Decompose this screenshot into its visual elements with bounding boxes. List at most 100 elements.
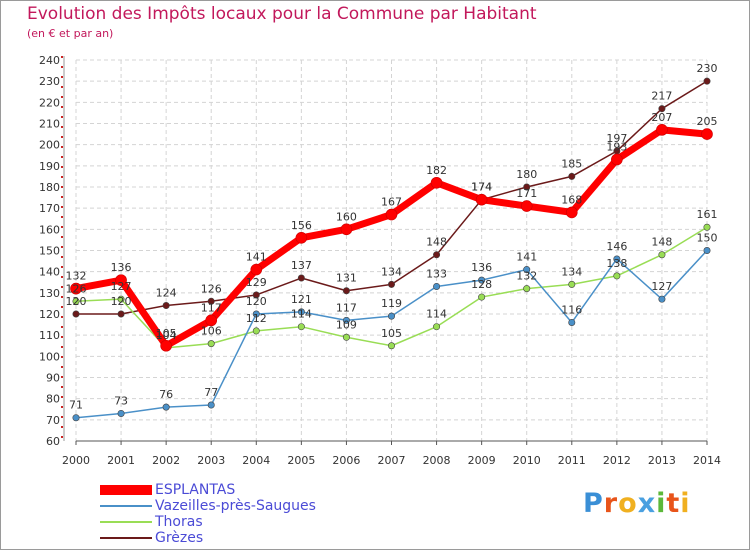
data-label: 117 <box>201 301 222 314</box>
data-label: 106 <box>201 325 222 338</box>
data-label: 161 <box>697 208 718 221</box>
data-label: 124 <box>156 287 177 300</box>
data-point <box>475 193 488 206</box>
data-point <box>72 414 80 422</box>
data-point <box>72 310 80 318</box>
data-point <box>72 297 80 305</box>
data-point <box>387 280 395 288</box>
y-tick-label: 230 <box>39 75 60 88</box>
data-point <box>297 323 305 331</box>
chart-subtitle: (en € et par an) <box>27 27 114 40</box>
y-tick-label: 70 <box>46 414 60 427</box>
data-label: 121 <box>291 293 312 306</box>
y-tick-labels: 60 70 80 90 100 110 120 130 140 150 160 170 180 190 20… <box>39 54 60 448</box>
x-tick-label: 2012 <box>603 454 631 467</box>
data-label: 127 <box>111 280 132 293</box>
legend-swatch <box>100 505 152 507</box>
data-label: 180 <box>516 168 537 181</box>
data-point <box>160 339 172 352</box>
logo-letter: i <box>680 488 691 519</box>
data-label: 112 <box>246 312 267 325</box>
data-label: 230 <box>697 62 718 75</box>
data-label: 126 <box>66 282 87 295</box>
data-point <box>207 297 215 305</box>
data-point <box>430 176 443 189</box>
data-label: 141 <box>516 251 537 264</box>
x-tick-label: 2000 <box>62 454 90 467</box>
data-label: 119 <box>381 297 402 310</box>
legend-swatch <box>100 537 152 539</box>
data-label: 133 <box>426 267 447 280</box>
x-tick-label: 2005 <box>287 454 315 467</box>
data-point <box>433 282 441 290</box>
data-point <box>656 124 668 136</box>
data-point <box>297 308 305 316</box>
data-label: 114 <box>426 308 447 321</box>
data-point <box>703 247 711 255</box>
data-point <box>207 401 215 409</box>
data-label: 150 <box>697 232 718 245</box>
data-label: 132 <box>516 270 537 283</box>
data-point <box>342 316 350 324</box>
data-label: 207 <box>651 111 672 124</box>
data-label: 134 <box>561 265 582 278</box>
data-point <box>252 327 260 335</box>
data-label: 116 <box>561 303 582 316</box>
data-label: 109 <box>336 318 357 331</box>
data-label: 138 <box>606 257 627 270</box>
logo-letter: x <box>637 488 657 519</box>
x-tick-label: 2003 <box>197 454 225 467</box>
y-tick-label: 140 <box>39 266 60 279</box>
logo-letter: o <box>618 488 638 519</box>
y-tick-label: 90 <box>46 372 60 385</box>
data-point <box>115 274 127 286</box>
logo-letter: t <box>666 488 681 519</box>
data-point <box>295 232 308 244</box>
x-tick-label: 2008 <box>423 454 451 467</box>
data-label: 134 <box>381 265 402 278</box>
data-label: 182 <box>426 164 447 177</box>
legend-label-esplantas: ESPLANTAS <box>155 482 236 498</box>
data-point <box>520 200 533 212</box>
data-point <box>117 409 125 417</box>
data-point <box>117 295 125 303</box>
data-point <box>613 272 621 280</box>
y-tick-label: 170 <box>39 202 60 215</box>
x-tick-label: 2006 <box>332 454 360 467</box>
data-label: 160 <box>336 210 357 223</box>
data-point <box>568 280 576 288</box>
x-tick-label: 2001 <box>107 454 135 467</box>
data-point <box>523 183 531 191</box>
data-point <box>523 266 531 274</box>
data-point <box>162 302 170 310</box>
data-label: 174 <box>471 181 492 194</box>
data-label: 120 <box>111 295 132 308</box>
data-label: 77 <box>204 386 218 399</box>
data-point <box>297 274 305 282</box>
data-label: 156 <box>291 219 312 232</box>
y-tick-label: 120 <box>39 308 60 321</box>
x-tick-labels: 2000 2001 2002 2003 2004 2005 2006 2007 2008 2009… <box>62 454 721 467</box>
x-tick-label: 2007 <box>378 454 406 467</box>
y-tick-label: 110 <box>39 329 60 342</box>
data-label: 132 <box>66 270 87 283</box>
data-point <box>658 251 666 259</box>
data-label: 117 <box>336 301 357 314</box>
y-tick-label: 220 <box>39 96 60 109</box>
y-tick-label: 190 <box>39 160 60 173</box>
data-point <box>387 342 395 350</box>
x-tick-label: 2014 <box>693 454 721 467</box>
data-point <box>658 295 666 303</box>
data-label: 120 <box>66 295 87 308</box>
data-label: 104 <box>156 329 177 342</box>
data-label: 168 <box>561 193 582 206</box>
data-point <box>703 223 711 231</box>
y-tick-label: 200 <box>39 139 60 152</box>
data-point <box>250 263 263 276</box>
data-point <box>342 287 350 295</box>
data-label: 171 <box>516 187 537 200</box>
data-point <box>703 77 711 85</box>
data-point <box>117 310 125 318</box>
y-tick-label: 240 <box>39 54 60 67</box>
